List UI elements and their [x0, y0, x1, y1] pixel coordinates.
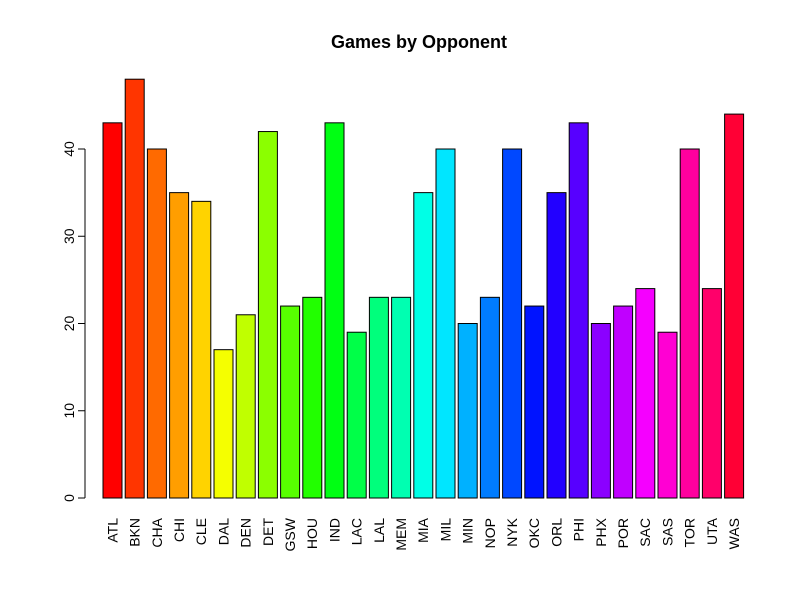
bar-lal [368, 296, 389, 499]
bars-group [102, 78, 745, 499]
x-tick-label: LAL [371, 518, 387, 543]
x-tick-label: CHA [149, 517, 165, 547]
bar-cle [191, 200, 212, 499]
x-tick-label: ATL [104, 518, 120, 543]
chart-title: Games by Opponent [331, 32, 507, 52]
bar-por [613, 305, 634, 499]
x-tick-label: OKC [526, 518, 542, 548]
x-tick-label: GSW [282, 517, 298, 551]
x-tick-label: HOU [304, 518, 320, 549]
bar-hou [302, 296, 323, 499]
x-tick-label: MEM [393, 518, 409, 551]
x-tick-label: DAL [215, 518, 231, 545]
x-tick-label: MIA [415, 517, 431, 543]
bar-uta [701, 288, 722, 499]
bar-lac [346, 331, 367, 499]
x-tick-label: SAS [659, 518, 675, 546]
bar-gsw [280, 305, 301, 499]
x-tick-label: TOR [682, 518, 698, 547]
x-tick-label: LAC [349, 518, 365, 545]
bar-mil [435, 148, 456, 499]
y-tick-label: 0 [61, 494, 77, 502]
x-tick-label: IND [326, 518, 342, 542]
bar-ind [324, 122, 345, 499]
y-tick-label: 30 [61, 228, 77, 244]
bar-tor [679, 148, 700, 499]
bar-phi [568, 122, 589, 499]
x-tick-label: UTA [704, 517, 720, 545]
bar-mem [391, 296, 412, 499]
bar-sac [635, 288, 656, 499]
x-tick-label: DEN [238, 518, 254, 548]
x-tick-label: POR [615, 518, 631, 548]
bar-cha [146, 148, 167, 499]
bar-chi [169, 192, 190, 499]
x-tick-label: NOP [482, 518, 498, 548]
x-tick-label: BKN [127, 518, 143, 547]
bar-atl [102, 122, 123, 499]
bar-det [257, 131, 278, 499]
bar-den [235, 314, 256, 499]
x-tick-label: DET [260, 518, 276, 546]
bar-okc [524, 305, 545, 499]
x-tick-label: ORL [548, 518, 564, 547]
bar-nop [479, 296, 500, 499]
y-tick-label: 40 [61, 141, 77, 157]
x-tick-label: NYK [504, 517, 520, 546]
x-tick-label: PHX [593, 517, 609, 546]
x-tick-label: MIN [460, 518, 476, 544]
x-tick-label: PHI [571, 518, 587, 541]
y-tick-label: 10 [61, 403, 77, 419]
bar-min [457, 323, 478, 499]
bar-bkn [124, 78, 145, 499]
bar-mia [413, 192, 434, 499]
bar-sas [657, 331, 678, 499]
x-axis-labels: ATL BKN CHA CHI CLE DAL DEN DET GSW HOU IND LAC LAL M… [104, 517, 742, 551]
bar-was [724, 113, 745, 499]
x-tick-label: CLE [193, 518, 209, 545]
bar-orl [546, 192, 567, 499]
x-tick-label: CHI [171, 518, 187, 542]
y-tick-label: 20 [61, 316, 77, 332]
x-tick-label: WAS [726, 518, 742, 549]
y-axis: 0 10 20 30 40 [61, 141, 86, 502]
bar-phx [590, 323, 611, 499]
bar-dal [213, 349, 234, 499]
x-tick-label: MIL [437, 518, 453, 542]
bar-nyk [502, 148, 523, 499]
x-tick-label: SAC [637, 518, 653, 547]
